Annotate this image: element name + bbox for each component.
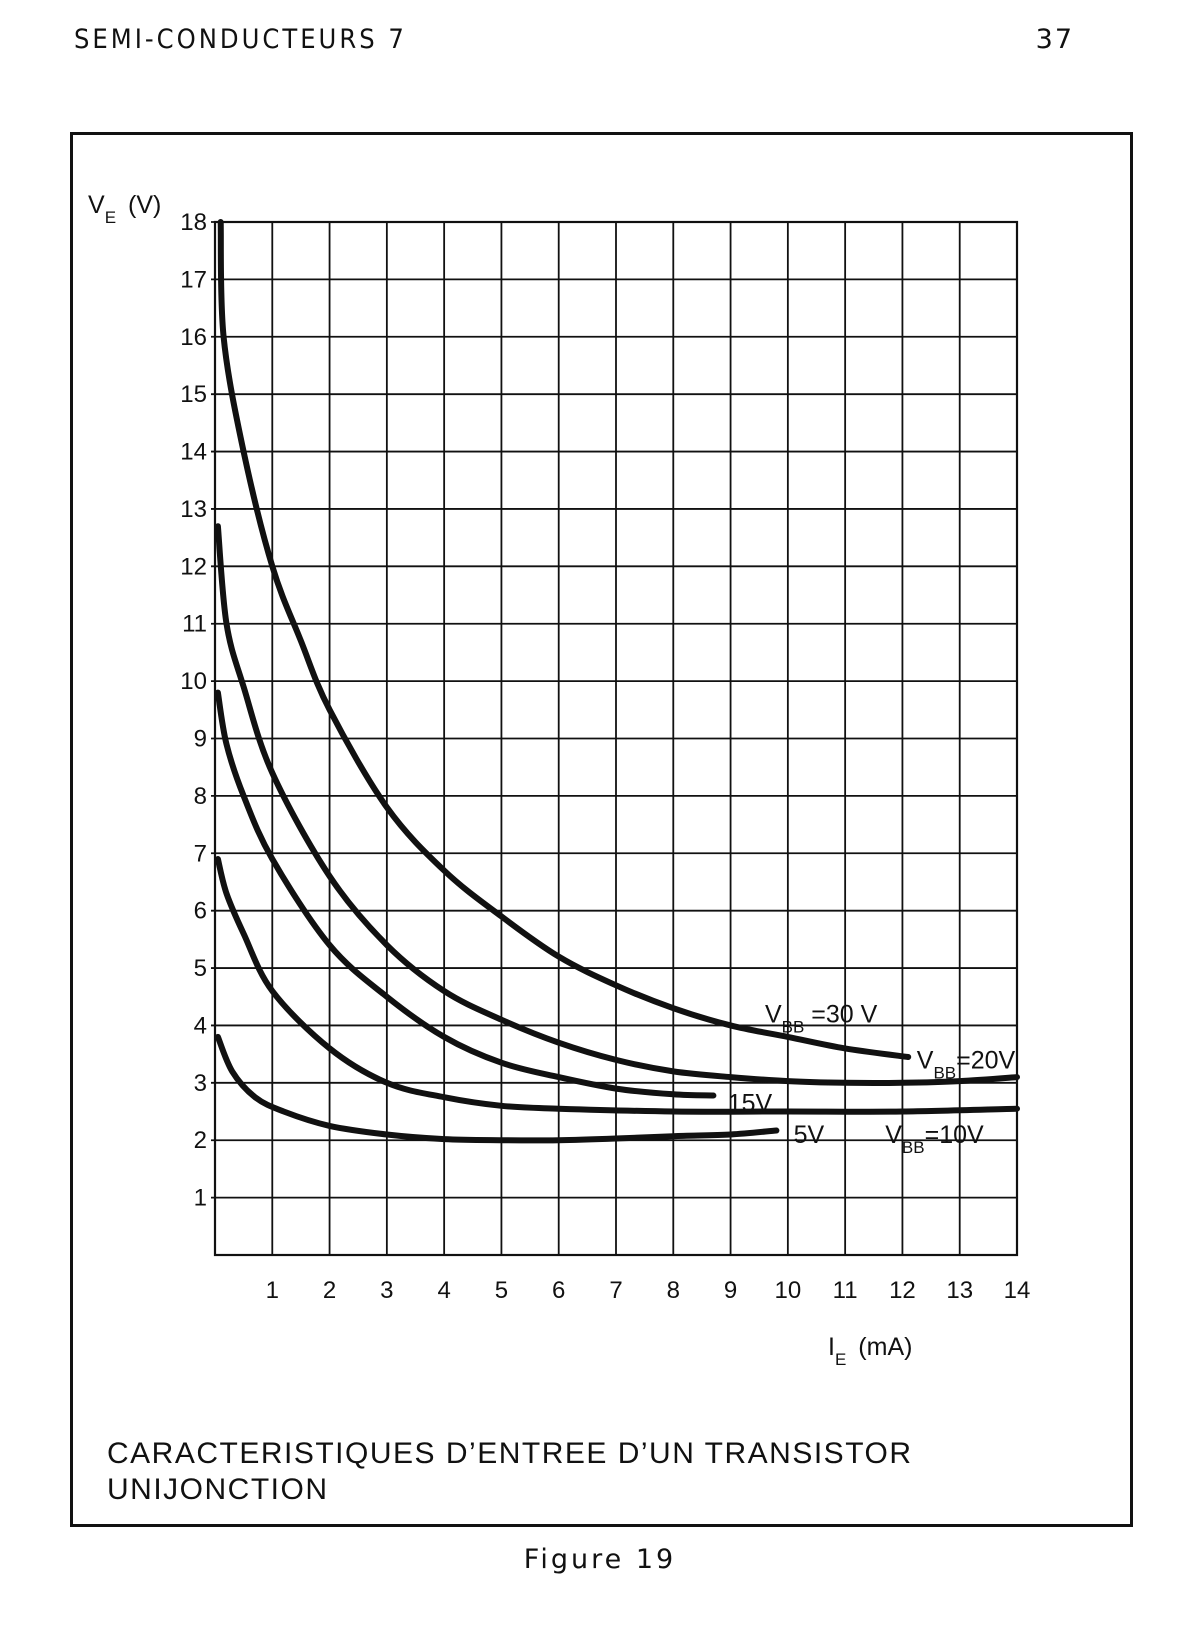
- y-tick-label: 3: [194, 1070, 207, 1097]
- x-tick-label: 6: [552, 1277, 565, 1304]
- curve-label: VBB=10V: [885, 1121, 984, 1157]
- x-tick-label: 10: [775, 1277, 802, 1304]
- x-tick-label: 11: [833, 1277, 858, 1304]
- page-header: SEMI-CONDUCTEURS 7 37: [74, 24, 1074, 64]
- tick-labels: 1 2 3 4 5 6 7 8 9 10 11 12 13 14123456789101112131415…: [180, 209, 1030, 1304]
- page-number: 37: [1035, 24, 1074, 55]
- chart-title-line-1: CARACTERISTIQUES D’ENTREE D’UN TRANSISTO…: [107, 1437, 912, 1470]
- curve-label: VBB =30 V: [765, 1001, 878, 1036]
- y-tick-label: 12: [180, 553, 207, 580]
- curve-5: [214, 1033, 780, 1144]
- y-tick-label: 17: [180, 266, 207, 293]
- grid: [211, 220, 1019, 1257]
- curve-3: [214, 689, 717, 1099]
- curve-annotations: VBB =30 V VBB=20V 15V 5V VBB=10V: [728, 1001, 1016, 1157]
- y-tick-label: 9: [194, 726, 207, 753]
- x-tick-label: 1: [266, 1277, 279, 1304]
- curve-label: VBB=20V: [917, 1046, 1016, 1082]
- x-tick-label: 5: [495, 1277, 508, 1304]
- y-tick-label: 14: [180, 439, 207, 466]
- x-tick-label: 13: [946, 1277, 973, 1304]
- x-tick-label: 9: [724, 1277, 737, 1304]
- x-tick-label: 2: [323, 1277, 336, 1304]
- figure-caption: Figure 19: [523, 1544, 677, 1575]
- curve-label: 15V: [728, 1090, 773, 1118]
- y-tick-label: 15: [180, 381, 207, 408]
- x-tick-label: 7: [609, 1277, 622, 1304]
- curve-1: [217, 219, 912, 1060]
- curves: [214, 219, 1020, 1144]
- y-tick-label: 16: [180, 324, 207, 351]
- chart-title-line-2: UNIJONCTION: [107, 1473, 329, 1506]
- figure-frame: [70, 132, 1133, 1527]
- running-title: SEMI-CONDUCTEURS 7: [74, 24, 407, 55]
- y-tick-label: 7: [194, 840, 207, 867]
- y-tick-label: 18: [180, 209, 207, 236]
- curve-2: [214, 523, 1020, 1087]
- curve-4: [214, 856, 1020, 1115]
- y-tick-label: 8: [194, 783, 207, 810]
- x-axis-label: IE (mA): [828, 1333, 912, 1369]
- y-tick-label: 5: [194, 955, 207, 982]
- y-tick-label: 2: [194, 1127, 207, 1154]
- x-tick-label: 3: [380, 1277, 393, 1304]
- x-tick-label: 4: [437, 1277, 450, 1304]
- x-tick-label: 12: [889, 1277, 916, 1304]
- x-tick-label: 8: [667, 1277, 680, 1304]
- x-tick-label: 14: [1004, 1277, 1031, 1304]
- y-tick-label: 10: [180, 668, 207, 695]
- y-tick-label: 6: [194, 898, 207, 925]
- y-tick-label: 13: [180, 496, 207, 523]
- curve-label: 5V: [794, 1121, 825, 1149]
- y-tick-label: 1: [194, 1185, 207, 1212]
- y-axis-label: VE (V): [88, 191, 161, 227]
- y-tick-label: 11: [182, 611, 207, 638]
- y-tick-label: 4: [194, 1012, 207, 1039]
